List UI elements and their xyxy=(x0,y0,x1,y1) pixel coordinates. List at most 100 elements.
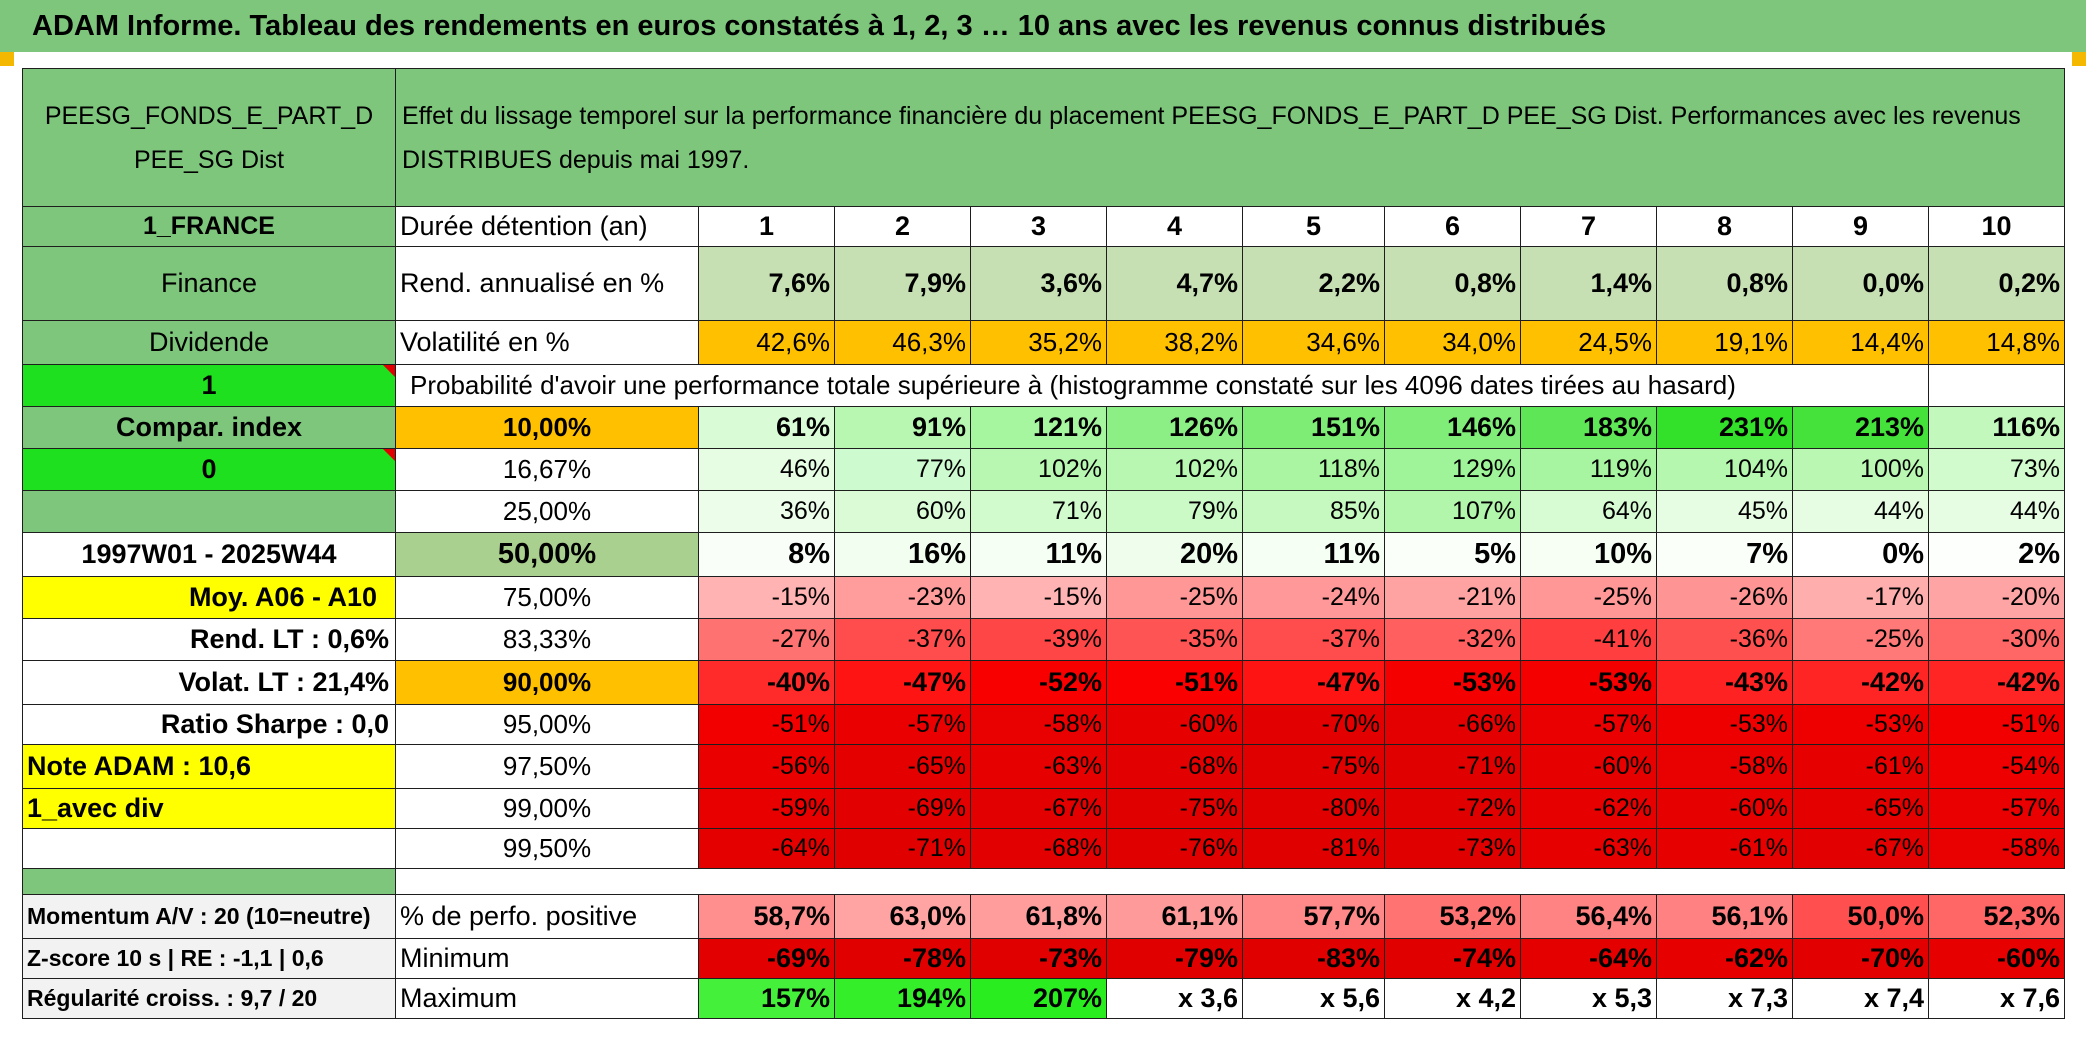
proba-value: -61% xyxy=(1792,744,1929,789)
proba-value: -59% xyxy=(698,788,835,829)
year-header: 7 xyxy=(1520,206,1657,247)
vol-value: 34,0% xyxy=(1384,320,1521,365)
proba-value: 102% xyxy=(1106,448,1243,491)
threshold-pct: 99,50% xyxy=(395,828,699,869)
proba-row: 0 16,67% 46% 77% 102% 102% 118% 129% 119% 104% 100… xyxy=(22,448,2065,491)
maximum-value: x 7,4 xyxy=(1792,978,1929,1019)
proba-value: -53% xyxy=(1384,660,1521,705)
proba-value: 129% xyxy=(1384,448,1521,491)
proba-value: -42% xyxy=(1792,660,1929,705)
proba-value: 11% xyxy=(970,532,1107,577)
positive-value: 50,0% xyxy=(1792,894,1929,939)
minimum-value: -62% xyxy=(1656,938,1793,979)
vol-value: 14,8% xyxy=(1928,320,2065,365)
positive-value: 57,7% xyxy=(1242,894,1385,939)
proba-value: -60% xyxy=(1656,788,1793,829)
proba-row: 1997W01 - 2025W44 50,00% 8% 16% 11% 20% 11% 5% 1… xyxy=(22,532,2065,577)
separator-row xyxy=(22,868,2065,895)
proba-value: -69% xyxy=(834,788,971,829)
fund-share: PEE_SG Dist xyxy=(133,145,285,174)
stats-row: Z-score 10 s | RE : -1,1 | 0,6 Minimum -69… xyxy=(22,938,2065,979)
rend-lt-label: Rend. LT : 0,6% xyxy=(22,618,396,661)
positive-value: 58,7% xyxy=(698,894,835,939)
threshold-pct: 97,50% xyxy=(395,744,699,789)
proba-value: 119% xyxy=(1520,448,1657,491)
sector-label: Finance xyxy=(22,246,396,321)
proba-value: -65% xyxy=(834,744,971,789)
fund-name: PEESG_FONDS_E_PART_D xyxy=(44,101,374,130)
positive-value: 61,1% xyxy=(1106,894,1243,939)
proba-value: -58% xyxy=(970,704,1107,745)
minimum-value: -78% xyxy=(834,938,971,979)
rend-value: 2,2% xyxy=(1242,246,1385,321)
proba-value: 61% xyxy=(698,406,835,449)
year-header: 1 xyxy=(698,206,835,247)
maximum-value: x 7,6 xyxy=(1928,978,2065,1019)
proba-value: -15% xyxy=(970,576,1107,619)
rend-value: 3,6% xyxy=(970,246,1107,321)
proba-value: -53% xyxy=(1792,704,1929,745)
proba-value: 36% xyxy=(698,490,835,533)
proba-value: -68% xyxy=(1106,744,1243,789)
vol-label: Volatilité en % xyxy=(395,320,699,365)
proba-value: -76% xyxy=(1106,828,1243,869)
proba-value: 44% xyxy=(1792,490,1929,533)
proba-value: -62% xyxy=(1520,788,1657,829)
report-title: ADAM Informe. Tableau des rendements en … xyxy=(0,0,2086,52)
minimum-value: -70% xyxy=(1792,938,1929,979)
proba-value: -54% xyxy=(1928,744,2065,789)
proba-value: -32% xyxy=(1384,618,1521,661)
proba-row: Rend. LT : 0,6% 83,33% -27% -37% -39% -35% -37… xyxy=(22,618,2065,661)
proba-value: -41% xyxy=(1520,618,1657,661)
proba-value: -66% xyxy=(1384,704,1521,745)
proba-value: 107% xyxy=(1384,490,1521,533)
proba-value: 73% xyxy=(1928,448,2065,491)
proba-value: -81% xyxy=(1242,828,1385,869)
proba-value: -60% xyxy=(1106,704,1243,745)
proba-value: 91% xyxy=(834,406,971,449)
vol-value: 24,5% xyxy=(1520,320,1657,365)
positive-label: % de perfo. positive xyxy=(395,894,699,939)
minimum-value: -69% xyxy=(698,938,835,979)
empty-cell xyxy=(1928,364,2065,407)
proba-value: 46% xyxy=(698,448,835,491)
year-header: 10 xyxy=(1928,206,2065,247)
proba-value: -70% xyxy=(1242,704,1385,745)
vol-value: 46,3% xyxy=(834,320,971,365)
proba-value: -43% xyxy=(1656,660,1793,705)
rend-value: 7,6% xyxy=(698,246,835,321)
threshold-pct: 95,00% xyxy=(395,704,699,745)
proba-value: -56% xyxy=(698,744,835,789)
rend-value: 1,4% xyxy=(1520,246,1657,321)
proba-value: -73% xyxy=(1384,828,1521,869)
proba-value: -25% xyxy=(1520,576,1657,619)
proba-value: -57% xyxy=(1520,704,1657,745)
proba-value: -37% xyxy=(834,618,971,661)
vol-value: 14,4% xyxy=(1792,320,1929,365)
proba-value: -25% xyxy=(1106,576,1243,619)
country-label: 1_FRANCE xyxy=(22,206,396,247)
proba-value: 71% xyxy=(970,490,1107,533)
proba-row: 25,00% 36% 60% 71% 79% 85% 107% 64% 45% 44% 44% xyxy=(22,490,2065,533)
flag-0-cell[interactable]: 0 xyxy=(22,448,396,491)
proba-value: -35% xyxy=(1106,618,1243,661)
proba-value: -51% xyxy=(1928,704,2065,745)
proba-row: 99,50% -64% -71% -68% -76% -81% -73% -63% -61% -6… xyxy=(22,828,2065,869)
volat-lt-label: Volat. LT : 21,4% xyxy=(22,660,396,705)
flag-1-cell[interactable]: 1 xyxy=(22,364,396,407)
proba-value: -80% xyxy=(1242,788,1385,829)
period-label: 1997W01 - 2025W44 xyxy=(22,532,396,577)
proba-row: Moy. A06 - A10 75,00% -15% -23% -15% -25% -24%… xyxy=(22,576,2065,619)
proba-value: -57% xyxy=(1928,788,2065,829)
duree-label: Durée détention (an) xyxy=(395,206,699,247)
proba-value: -15% xyxy=(698,576,835,619)
proba-value: -27% xyxy=(698,618,835,661)
maximum-value: x 4,2 xyxy=(1384,978,1521,1019)
proba-value: 100% xyxy=(1792,448,1929,491)
year-header: 2 xyxy=(834,206,971,247)
regularite-label: Régularité croiss. : 9,7 / 20 xyxy=(22,978,396,1019)
proba-value: 116% xyxy=(1928,406,2065,449)
proba-value: -51% xyxy=(1106,660,1243,705)
proba-value: -63% xyxy=(970,744,1107,789)
rend-value: 4,7% xyxy=(1106,246,1243,321)
